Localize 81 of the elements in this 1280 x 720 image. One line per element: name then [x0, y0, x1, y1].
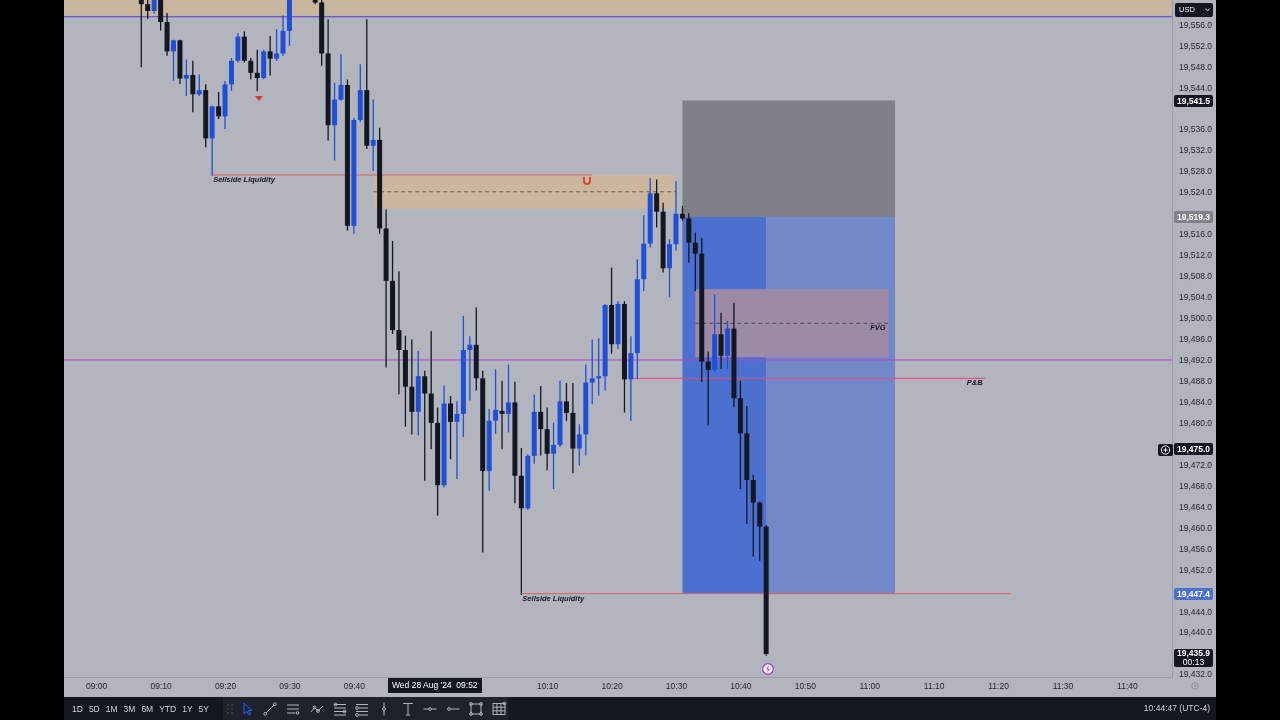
y-tick-label: 19,480.0 — [1179, 417, 1213, 428]
candlestick — [254, 49, 260, 92]
candlestick — [183, 59, 189, 97]
candlestick — [563, 382, 569, 421]
toolbar: 1D 5D 1M 3M 6M YTD 1Y 5Y 10:44:47 (UTC-4) — [64, 697, 1216, 720]
candlestick — [454, 401, 460, 480]
y-tick-label: 19,524.0 — [1179, 187, 1213, 198]
candlestick — [596, 338, 602, 396]
candlestick — [267, 36, 273, 76]
y-tick-label: 19,516.0 — [1179, 229, 1213, 240]
candlestick — [248, 58, 254, 80]
x-tick-label: 10:40 — [730, 680, 752, 691]
y-tick-label: 19,544.0 — [1179, 82, 1213, 93]
candlestick — [338, 54, 344, 101]
time-tag: Wed 28 Aug '24 09:52 — [388, 678, 482, 693]
y-tick-label: 19,512.0 — [1179, 250, 1213, 261]
y-tick-label: 19,500.0 — [1179, 313, 1213, 324]
x-tick-label: 09:10 — [150, 680, 173, 691]
y-tick-label: 19,508.0 — [1179, 271, 1213, 282]
y-tick-label: 19,432.0 — [1179, 669, 1213, 680]
y-tick-label: 19,488.0 — [1179, 375, 1213, 386]
y-tick-label: 19,552.0 — [1179, 40, 1213, 51]
candlestick — [216, 92, 222, 120]
candlestick — [196, 74, 202, 97]
y-tick-label: 19,460.0 — [1179, 522, 1213, 533]
candlestick — [190, 60, 196, 113]
candlestick — [422, 370, 428, 481]
candlestick — [145, 0, 151, 19]
x-tick-label: 09:30 — [279, 680, 301, 691]
x-tick-label: 11:30 — [1052, 680, 1074, 691]
x-tick-label: 09:40 — [343, 680, 366, 691]
candlestick — [280, 15, 286, 56]
candlestick — [467, 336, 473, 401]
candlestick — [576, 424, 582, 466]
candlestick — [705, 351, 711, 426]
candlestick — [499, 380, 505, 450]
x-tick-label: 10:10 — [537, 680, 559, 691]
x-tick-label: 11:20 — [988, 680, 1010, 691]
x-tick-label: 10:20 — [601, 680, 623, 691]
x-tick-label: 10:30 — [665, 680, 688, 691]
candlestick — [158, 0, 164, 31]
candlestick — [138, 0, 144, 68]
y-tick-label: 19,472.0 — [1179, 459, 1213, 470]
candlestick — [589, 339, 595, 405]
y-tick-label: 19,528.0 — [1179, 166, 1213, 177]
x-tick-label: 11:40 — [1117, 680, 1139, 691]
candlestick — [370, 99, 376, 171]
candlestick — [692, 232, 698, 291]
x-tick-label: 09:00 — [86, 680, 108, 691]
price-tag: 19,435.9 00:13 — [1174, 649, 1213, 668]
price-tag: 19,475.0 — [1174, 443, 1213, 456]
candlestick — [654, 179, 660, 228]
candlestick — [718, 312, 724, 370]
candlestick — [538, 386, 544, 456]
y-tick-label: 19,496.0 — [1179, 334, 1213, 345]
candlestick — [396, 271, 402, 395]
y-tick-label: 19,504.0 — [1179, 292, 1213, 303]
y-tick-label: 19,532.0 — [1179, 145, 1213, 156]
candlestick — [228, 58, 234, 91]
y-tick-label: 19,484.0 — [1179, 396, 1213, 407]
x-tick-label: 09:20 — [214, 680, 237, 691]
x-tick-label: 10:50 — [794, 680, 817, 691]
candlestick — [171, 39, 176, 81]
x-tick-label: 11:10 — [923, 680, 945, 691]
y-tick-label: 19,464.0 — [1179, 501, 1213, 512]
y-tick-label: 19,452.0 — [1179, 564, 1213, 575]
y-tick-label: 19,440.0 — [1179, 627, 1213, 638]
y-tick-label: 19,548.0 — [1179, 61, 1213, 72]
y-tick-label: 19,536.0 — [1179, 124, 1213, 135]
candlestick — [448, 396, 454, 460]
y-tick-label: 19,468.0 — [1179, 480, 1213, 491]
candlestick — [274, 29, 280, 61]
candlestick — [506, 364, 511, 433]
y-tick-label: 19,492.0 — [1179, 354, 1213, 365]
y-tick-label: 19,556.0 — [1179, 19, 1213, 30]
candlestick — [551, 422, 557, 490]
x-tick-label: 11:00 — [859, 680, 881, 691]
candlestick — [750, 474, 756, 557]
candlestick — [493, 369, 499, 434]
y-tick-label: 19,444.0 — [1179, 606, 1213, 617]
y-tick-label: 19,456.0 — [1179, 543, 1213, 554]
